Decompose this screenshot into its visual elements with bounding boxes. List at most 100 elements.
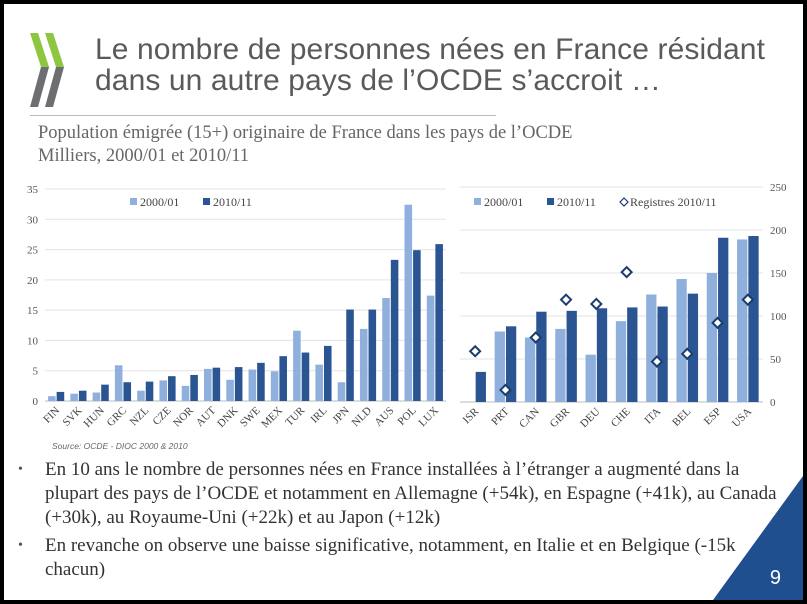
y-tick-label: 250 bbox=[770, 182, 787, 194]
x-tick-label: CZE bbox=[150, 404, 173, 427]
x-tick-label: ISR bbox=[461, 405, 482, 426]
bar-2000-01 bbox=[270, 371, 279, 401]
x-tick-label: CHE bbox=[609, 405, 633, 429]
legend-label: 2010/11 bbox=[213, 195, 252, 209]
registres-marker bbox=[680, 347, 694, 361]
registres-marker bbox=[620, 265, 634, 279]
bar-2000-01 bbox=[524, 337, 536, 402]
x-tick-label: ITA bbox=[642, 406, 663, 427]
slide: Le nombre de personnes nées en France ré… bbox=[4, 4, 803, 600]
bar-2010-11 bbox=[212, 367, 221, 401]
y-tick-label: 25 bbox=[27, 245, 39, 257]
registres-marker bbox=[559, 293, 573, 307]
subtitle-line-2: Milliers, 2000/01 et 2010/11 bbox=[38, 146, 250, 166]
bar-2000-01 bbox=[426, 295, 435, 401]
x-tick-label: NOR bbox=[171, 404, 196, 429]
x-tick-label: BEL bbox=[670, 405, 693, 428]
bullet-text: En 10 ans le nombre de personnes nées en… bbox=[45, 459, 777, 528]
bar-2000-01 bbox=[114, 365, 123, 401]
bar-2000-01 bbox=[585, 354, 596, 402]
x-tick-label: DNK bbox=[215, 405, 240, 430]
x-tick-label: FIN bbox=[41, 405, 62, 426]
bar-2010-11 bbox=[718, 237, 729, 402]
y-tick-label: 20 bbox=[27, 275, 39, 287]
bar-2000-01 bbox=[181, 385, 190, 401]
title-divider bbox=[30, 115, 496, 116]
x-tick-label: GBR bbox=[548, 405, 573, 430]
legend-swatch bbox=[203, 198, 210, 205]
bar-2010-11 bbox=[257, 362, 265, 401]
bar-2000-01 bbox=[555, 328, 566, 402]
x-tick-label: GRC bbox=[105, 405, 129, 429]
x-tick-label: USA bbox=[730, 406, 754, 430]
bar-2010-11 bbox=[475, 371, 486, 402]
bar-2010-11 bbox=[279, 356, 287, 401]
bar-2000-01 bbox=[248, 369, 257, 401]
y-tick-label: 15 bbox=[27, 305, 39, 317]
registres-marker bbox=[529, 331, 543, 344]
bar-2010-11 bbox=[301, 352, 310, 401]
bullet-icon: • bbox=[18, 462, 23, 477]
bar-2010-11 bbox=[234, 367, 243, 401]
registres-marker bbox=[589, 297, 603, 311]
bar-2010-11 bbox=[168, 376, 176, 401]
title-line-2: dans un autre pays de l’OCDE s’accroit … bbox=[95, 64, 661, 97]
corner-triangle bbox=[713, 476, 803, 600]
bar-2000-01 bbox=[646, 294, 657, 402]
bar-2000-01 bbox=[615, 321, 627, 402]
bar-2010-11 bbox=[323, 345, 332, 401]
bar-2010-11 bbox=[123, 382, 132, 401]
legend-swatch bbox=[547, 198, 554, 205]
x-tick-label: SVK bbox=[60, 405, 84, 429]
bar-2000-01 bbox=[137, 390, 145, 401]
legend-label: Registres 2010/11 bbox=[630, 195, 717, 209]
x-tick-label: IRL bbox=[309, 404, 330, 425]
bar-2010-11 bbox=[505, 326, 517, 402]
chart-2: 0 50 100 150 200 250 ISR PRT CAN GBR DEU CHE ITA BEL E… bbox=[460, 182, 787, 431]
page-number: 9 bbox=[769, 567, 781, 589]
bar-2010-11 bbox=[346, 309, 354, 401]
bar-2010-11 bbox=[566, 310, 577, 402]
bar-2010-11 bbox=[627, 307, 638, 402]
bar-2000-01 bbox=[204, 368, 212, 401]
x-tick-label: SWE bbox=[238, 404, 263, 429]
bar-2010-11 bbox=[657, 306, 668, 402]
bullet-list: • En 10 ans le nombre de personnes nées e… bbox=[18, 458, 788, 586]
slide-title: Le nombre de personnes nées en France ré… bbox=[95, 34, 765, 96]
y-tick-label: 0 bbox=[33, 396, 39, 408]
y-tick-label: 50 bbox=[770, 354, 782, 366]
bar-2010-11 bbox=[687, 293, 699, 402]
bar-2010-11 bbox=[190, 374, 198, 401]
legend-label: 2010/11 bbox=[557, 195, 596, 209]
bar-2010-11 bbox=[435, 244, 443, 401]
bar-2000-01 bbox=[337, 382, 346, 401]
y-tick-label: 35 bbox=[27, 184, 39, 196]
x-tick-label: NZL bbox=[128, 404, 152, 428]
bullet-icon: • bbox=[18, 538, 23, 553]
y-tick-label: 150 bbox=[770, 268, 787, 280]
bar-2000-01 bbox=[48, 396, 56, 401]
y-tick-label: 200 bbox=[770, 225, 787, 237]
bullet-item: • En revanche on observe une baisse signi… bbox=[18, 534, 788, 582]
bar-2010-11 bbox=[101, 384, 109, 401]
x-tick-label: DEU bbox=[578, 406, 603, 431]
oecd-logo-icon bbox=[30, 33, 64, 107]
y-tick-label: 5 bbox=[33, 366, 39, 378]
y-tick-label: 100 bbox=[770, 311, 787, 323]
registres-marker bbox=[468, 344, 482, 358]
bar-2010-11 bbox=[536, 311, 547, 402]
bar-2000-01 bbox=[676, 279, 687, 402]
x-tick-label: JPN bbox=[330, 405, 351, 426]
x-tick-label: POL bbox=[396, 404, 419, 427]
bar-2000-01 bbox=[92, 392, 101, 401]
bar-2010-11 bbox=[78, 390, 87, 401]
bullet-text: En revanche on observe une baisse signif… bbox=[45, 535, 736, 580]
y-tick-label: 30 bbox=[27, 214, 39, 226]
registres-marker bbox=[499, 383, 512, 397]
title-line-1: Le nombre de personnes nées en France ré… bbox=[95, 33, 766, 66]
bar-2000-01 bbox=[293, 330, 301, 401]
legend-swatch bbox=[130, 198, 137, 205]
x-tick-label: ESP bbox=[702, 406, 724, 428]
